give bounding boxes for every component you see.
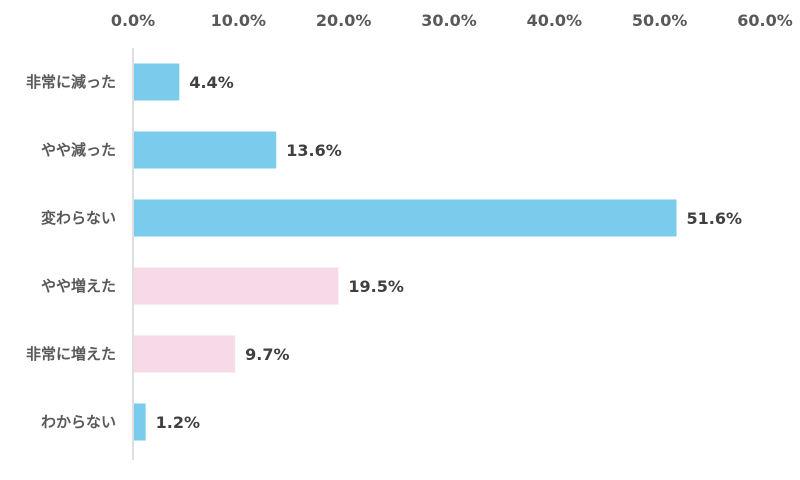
category-label: やや減った bbox=[41, 141, 116, 159]
bar bbox=[134, 131, 277, 169]
x-tick-label: 30.0% bbox=[421, 11, 477, 30]
bar bbox=[134, 267, 339, 305]
data-label: 1.2% bbox=[156, 413, 200, 432]
bar bbox=[134, 199, 677, 237]
data-label: 9.7% bbox=[245, 345, 289, 364]
x-tick-label: 20.0% bbox=[316, 11, 372, 30]
x-tick-label: 50.0% bbox=[632, 11, 688, 30]
data-label: 51.6% bbox=[687, 209, 743, 228]
x-axis-ticks: 0.0% 10.0% 20.0% 30.0% 40.0% 50.0% 60.0% bbox=[111, 11, 793, 30]
x-tick-label: 60.0% bbox=[737, 11, 793, 30]
data-label: 13.6% bbox=[286, 141, 342, 160]
x-tick-label: 0.0% bbox=[111, 11, 155, 30]
x-tick-label: 10.0% bbox=[211, 11, 267, 30]
data-label: 19.5% bbox=[348, 277, 404, 296]
bar bbox=[134, 335, 236, 373]
category-label: 非常に増えた bbox=[26, 345, 116, 363]
category-label: 非常に減った bbox=[26, 73, 116, 91]
category-label: 変わらない bbox=[41, 209, 116, 227]
category-label: やや増えた bbox=[41, 277, 116, 295]
bar bbox=[134, 63, 180, 101]
bar bbox=[134, 403, 146, 441]
category-label: わからない bbox=[41, 413, 116, 431]
data-label: 4.4% bbox=[189, 73, 233, 92]
data-labels: 4.4% 13.6% 51.6% 19.5% 9.7% 1.2% bbox=[156, 73, 742, 432]
bars bbox=[134, 63, 677, 441]
x-tick-label: 40.0% bbox=[527, 11, 583, 30]
